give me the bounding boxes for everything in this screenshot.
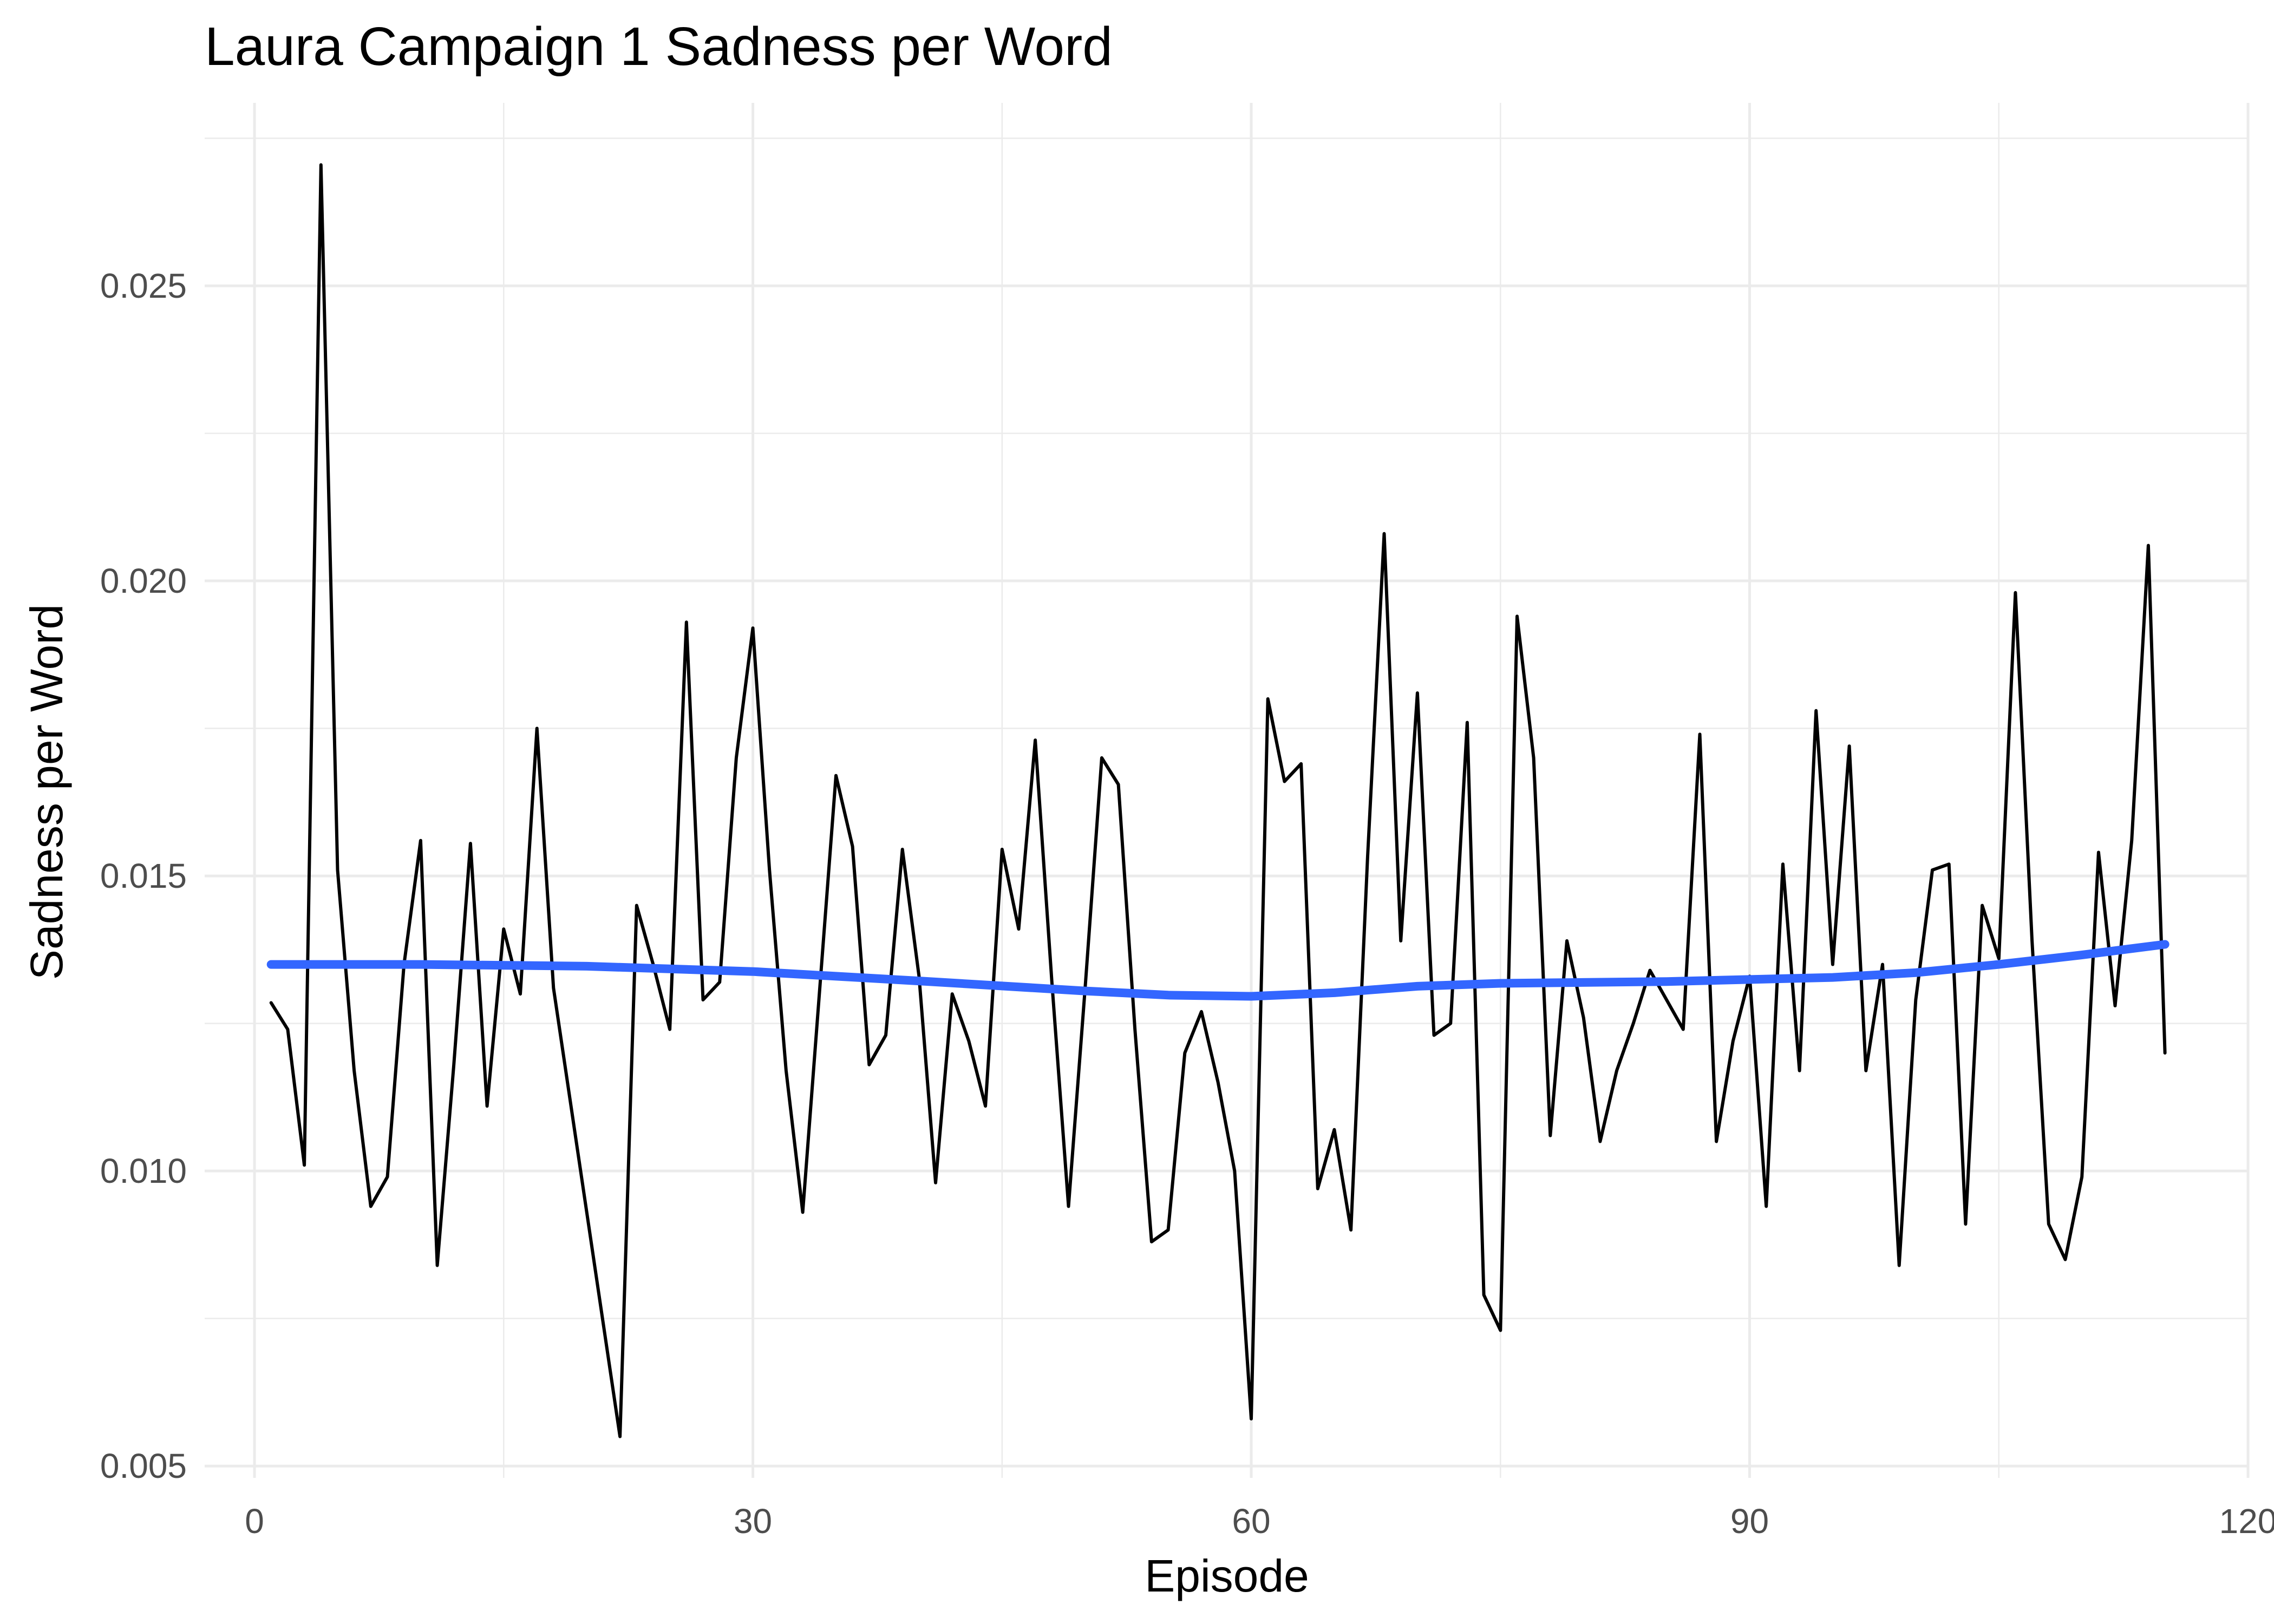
y-tick-label: 0.010 <box>100 1151 187 1190</box>
x-tick-label: 90 <box>1730 1502 1769 1541</box>
x-tick-label: 0 <box>245 1502 264 1541</box>
grid-layer <box>205 103 2250 1478</box>
y-axis-title: Sadness per Word <box>21 604 72 980</box>
x-tick-label: 30 <box>734 1502 772 1541</box>
y-tick-label: 0.015 <box>100 856 187 895</box>
y-tick-label: 0.025 <box>100 266 187 305</box>
y-tick-label: 0.020 <box>100 561 187 600</box>
x-tick-label: 120 <box>2219 1502 2274 1541</box>
x-axis-title: Episode <box>1145 1550 1309 1601</box>
series-layer <box>266 163 2170 1438</box>
chart-title: Laura Campaign 1 Sadness per Word <box>205 16 1113 77</box>
smoothed-trend-line <box>266 940 2170 1001</box>
x-tick-label: 60 <box>1232 1502 1270 1541</box>
tick-label-layer: 0 30 60 90 120 0.005 0.010 0.015 0.020 0.025 <box>100 266 2274 1541</box>
sadness-per-word-line <box>269 163 2167 1438</box>
y-tick-label: 0.005 <box>100 1446 187 1485</box>
